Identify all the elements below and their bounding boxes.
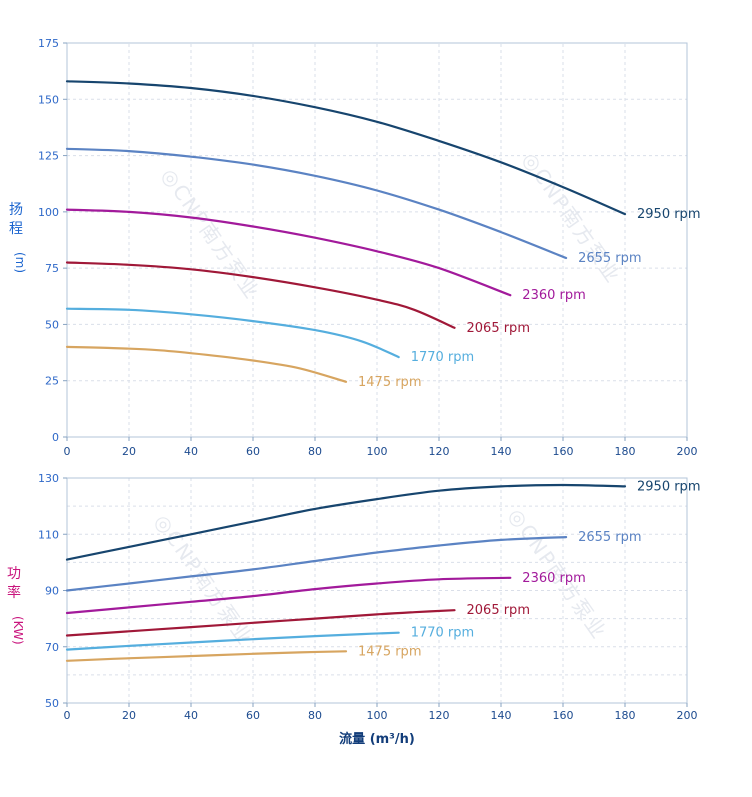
x-tick-label: 80 <box>308 445 322 458</box>
series-label: 1770 rpm <box>411 626 474 641</box>
curve-1475-rpm <box>65 650 348 662</box>
y-axis-title: 率 <box>7 584 21 601</box>
curve-2360-rpm <box>65 576 512 615</box>
series-label: 1475 rpm <box>358 644 421 659</box>
tick-marks <box>63 42 688 441</box>
y-tick-label: 70 <box>45 641 59 654</box>
x-tick-label: 100 <box>367 709 388 722</box>
curve-2360-rpm <box>65 208 512 297</box>
tick-marks <box>63 477 688 707</box>
y-tick-label: 125 <box>38 150 59 163</box>
y-tick-label: 150 <box>38 93 59 106</box>
x-tick-label: 60 <box>246 709 260 722</box>
curve-1770-rpm <box>65 307 400 359</box>
x-tick-label: 40 <box>184 709 198 722</box>
curve-2655-rpm <box>65 147 568 260</box>
watermark: ◎CNP南方泵业 <box>157 164 265 304</box>
x-tick-label: 80 <box>308 709 322 722</box>
watermark-text: ◎CNP南方泵业 <box>157 164 265 304</box>
x-tick-label: 120 <box>429 445 450 458</box>
x-tick-label: 140 <box>491 709 512 722</box>
curve-2655-rpm <box>65 536 568 592</box>
x-tick-label: 180 <box>615 445 636 458</box>
series-label: 2950 rpm <box>637 207 700 222</box>
watermark-text: ◎CNP南方泵业 <box>518 148 626 288</box>
series-label: 2360 rpm <box>522 288 585 303</box>
x-tick-label: 160 <box>553 709 574 722</box>
curve-2065-rpm <box>65 609 456 637</box>
curve-1475-rpm <box>65 345 348 383</box>
x-axis-title: 流量 (m³/h) <box>339 731 415 747</box>
x-tick-label: 20 <box>122 445 136 458</box>
head-chart: ◎CNP南方泵业 ◎CNP南方泵业 0 20 40 60 80 100 120 140 160 180… <box>9 37 700 458</box>
y-tick-label: 50 <box>45 697 59 710</box>
x-tick-label: 180 <box>615 709 636 722</box>
series-label: 1475 rpm <box>358 375 421 390</box>
grid-lines <box>66 477 688 704</box>
y-tick-label: 90 <box>45 585 59 598</box>
curve-1770-rpm <box>65 631 400 651</box>
y-axis-unit: (KW) <box>11 616 25 645</box>
x-tick-label: 140 <box>491 445 512 458</box>
y-tick-label: 75 <box>45 262 59 275</box>
series-label: 2360 rpm <box>522 571 585 586</box>
x-tick-label: 40 <box>184 445 198 458</box>
x-tick-label: 100 <box>367 445 388 458</box>
x-tick-label: 60 <box>246 445 260 458</box>
y-tick-label: 50 <box>45 318 59 331</box>
y-axis-unit: (m) <box>13 252 27 273</box>
y-tick-label: 0 <box>52 431 59 444</box>
watermark: ◎CNP南方泵业 <box>518 148 626 288</box>
series-label: 2655 rpm <box>578 251 641 266</box>
x-tick-label: 20 <box>122 709 136 722</box>
x-tick-label: 200 <box>677 445 698 458</box>
series-label: 2065 rpm <box>467 603 530 618</box>
y-tick-label: 130 <box>38 472 59 485</box>
series-label: 2950 rpm <box>637 479 700 494</box>
series-label: 1770 rpm <box>411 350 474 365</box>
y-axis-title: 扬 <box>9 202 23 218</box>
curve-2950-rpm <box>65 483 627 561</box>
curve-2065-rpm <box>65 261 456 329</box>
x-tick-label: 120 <box>429 709 450 722</box>
x-tick-label: 0 <box>64 709 71 722</box>
series-label: 2065 rpm <box>467 321 530 336</box>
x-tick-label: 0 <box>64 445 71 458</box>
curve-2950-rpm <box>65 80 627 216</box>
y-axis-title: 程 <box>9 221 23 237</box>
y-tick-label: 175 <box>38 37 59 50</box>
x-tick-label: 160 <box>553 445 574 458</box>
y-axis-title: 功 <box>7 566 21 582</box>
y-tick-label: 110 <box>38 528 59 541</box>
y-tick-label: 100 <box>38 206 59 219</box>
x-tick-label: 200 <box>677 709 698 722</box>
y-tick-label: 25 <box>45 375 59 388</box>
series-label: 2655 rpm <box>578 530 641 545</box>
